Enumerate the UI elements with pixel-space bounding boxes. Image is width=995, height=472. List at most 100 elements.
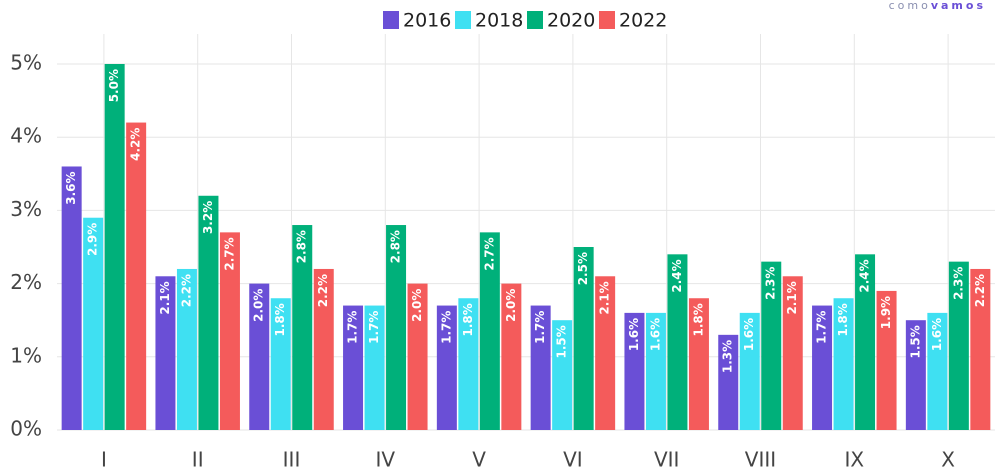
bar	[905, 320, 926, 430]
value-label: 2.2%	[316, 274, 330, 307]
watermark-light: como	[889, 0, 931, 12]
legend-label: 2018	[475, 10, 523, 32]
bar	[624, 312, 645, 430]
bar	[249, 283, 270, 430]
value-label: 1.7%	[346, 311, 360, 344]
bar	[501, 283, 522, 430]
value-label: 2.3%	[951, 267, 965, 300]
value-label: 2.0%	[504, 289, 518, 322]
bar	[739, 312, 760, 430]
legend-label: 2020	[547, 10, 595, 32]
bar	[407, 283, 428, 430]
value-label: 2.8%	[295, 230, 309, 263]
bar	[970, 268, 991, 430]
value-label: 2.0%	[410, 289, 424, 322]
bar	[61, 166, 82, 431]
bar	[83, 217, 104, 430]
bar	[343, 305, 364, 430]
x-tick-label: VI	[563, 448, 583, 472]
bar	[386, 225, 407, 430]
value-label: 1.8%	[273, 303, 287, 336]
bar	[782, 276, 803, 430]
value-label: 1.7%	[439, 311, 453, 344]
watermark-bold: vamos	[931, 0, 986, 12]
value-label: 1.6%	[930, 318, 944, 351]
y-tick-label: 0%	[10, 417, 42, 441]
x-tick-label: II	[192, 448, 204, 472]
y-tick-label: 2%	[10, 270, 42, 294]
bar	[876, 290, 897, 430]
value-label: 1.6%	[742, 318, 756, 351]
legend-label: 2016	[403, 10, 451, 32]
value-label: 4.2%	[129, 128, 143, 161]
bar	[927, 312, 948, 430]
value-label: 2.9%	[86, 223, 100, 256]
y-tick-label: 3%	[10, 197, 42, 221]
value-label: 1.8%	[461, 303, 475, 336]
watermark: comovamos	[889, 0, 986, 12]
bar	[270, 298, 291, 430]
bar	[552, 320, 573, 430]
value-label: 5.0%	[107, 69, 121, 102]
bar	[436, 305, 457, 430]
value-label: 1.7%	[815, 311, 829, 344]
bar	[292, 225, 313, 430]
x-tick-label: VIII	[745, 448, 776, 472]
bar	[812, 305, 833, 430]
value-label: 2.2%	[973, 274, 987, 307]
value-label: 2.4%	[670, 259, 684, 292]
legend-swatch	[599, 11, 615, 29]
legend-swatch	[527, 11, 543, 29]
y-tick-label: 4%	[10, 124, 42, 148]
bar	[718, 334, 739, 430]
value-label: 1.5%	[908, 325, 922, 358]
bar	[176, 268, 197, 430]
bar	[530, 305, 551, 430]
legend-swatch	[455, 11, 471, 29]
bar	[126, 122, 147, 430]
bar	[313, 268, 334, 430]
bar	[219, 232, 240, 430]
value-label: 1.6%	[627, 318, 641, 351]
x-tick-label: III	[283, 448, 301, 472]
x-tick-label: X	[941, 448, 955, 472]
x-tick-label: V	[472, 448, 486, 472]
bar	[479, 232, 500, 430]
value-label: 2.8%	[389, 230, 403, 263]
value-label: 1.7%	[367, 311, 381, 344]
value-label: 2.3%	[764, 267, 778, 300]
value-label: 2.1%	[598, 281, 612, 314]
legend-swatch	[383, 11, 399, 29]
bar	[688, 298, 709, 430]
value-label: 1.3%	[721, 340, 735, 373]
value-label: 2.0%	[252, 289, 266, 322]
value-label: 2.2%	[179, 274, 193, 307]
bar	[948, 261, 969, 430]
value-label: 1.9%	[879, 296, 893, 329]
value-label: 1.6%	[648, 318, 662, 351]
value-label: 2.4%	[858, 259, 872, 292]
bar	[855, 254, 876, 430]
y-tick-label: 5%	[10, 51, 42, 75]
value-label: 2.1%	[785, 281, 799, 314]
bar	[595, 276, 616, 430]
bar	[104, 64, 125, 430]
bar	[198, 195, 219, 430]
legend-label: 2022	[619, 10, 667, 32]
value-label: 1.8%	[691, 303, 705, 336]
bar	[667, 254, 688, 430]
value-label: 1.5%	[555, 325, 569, 358]
bar	[645, 312, 666, 430]
value-label: 1.8%	[836, 303, 850, 336]
bar	[155, 276, 176, 430]
value-label: 2.1%	[158, 281, 172, 314]
value-label: 3.2%	[201, 201, 215, 234]
x-tick-label: IV	[376, 448, 396, 472]
value-label: 2.7%	[482, 237, 496, 270]
y-tick-label: 1%	[10, 343, 42, 367]
x-tick-label: VII	[654, 448, 679, 472]
bar	[833, 298, 854, 430]
value-label: 2.7%	[222, 237, 236, 270]
bar	[761, 261, 782, 430]
